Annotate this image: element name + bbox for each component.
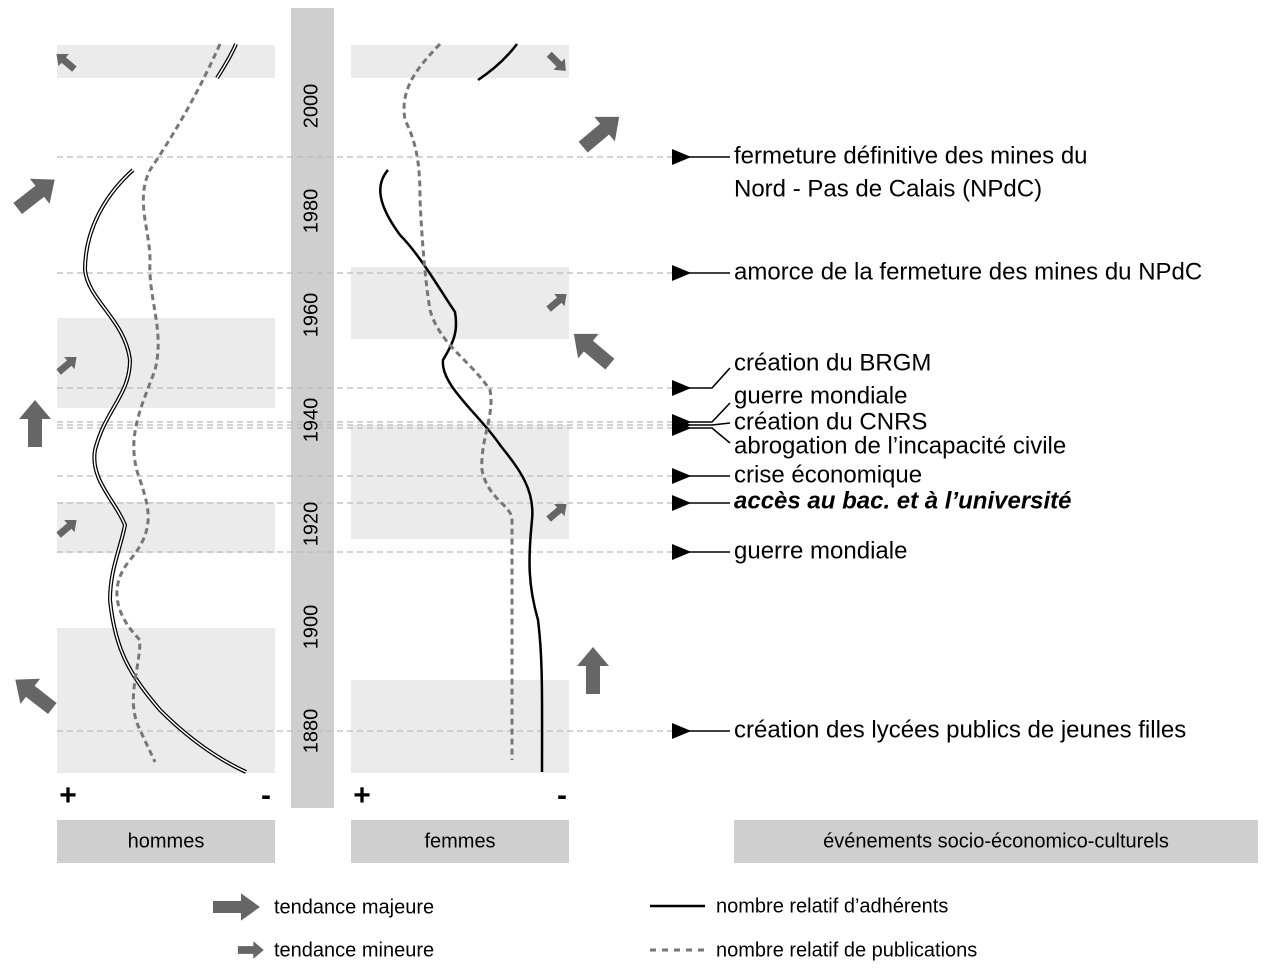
minus: - (261, 779, 271, 812)
tick: 1980 (300, 189, 322, 234)
event: création du CNRS (734, 408, 927, 435)
event: création du BRGM (734, 349, 931, 376)
event: Nord - Pas de Calais (NPdC) (734, 175, 1042, 202)
event: accès au bac. et à l’université (734, 487, 1072, 514)
legend-label: tendance mineure (274, 939, 434, 961)
legend-label: nombre relatif de publications (716, 939, 977, 961)
panel-label: hommes (128, 830, 205, 852)
event-arrows (672, 149, 731, 739)
year-axis (291, 8, 334, 808)
event: abrogation de l’incapacité civile (734, 432, 1066, 459)
plus: + (59, 779, 77, 812)
event: crise économique (734, 461, 922, 488)
event: guerre mondiale (734, 382, 907, 409)
event: fermeture définitive des mines du (734, 142, 1088, 169)
minus: - (557, 779, 567, 812)
guide-lines (57, 156, 680, 732)
event: guerre mondiale (734, 537, 907, 564)
event: amorce de la fermeture des mines du NPdC (734, 258, 1202, 285)
curves (82, 42, 544, 774)
panel-label: événements socio-économico-culturels (823, 830, 1169, 852)
tick: 1900 (300, 605, 322, 650)
events: fermeture définitive des mines du Nord -… (734, 142, 1202, 743)
legend: tendance majeure tendance mineure nombre… (213, 893, 977, 961)
panel-label: femmes (424, 830, 495, 852)
scale-signs: + - + - (59, 779, 567, 812)
year-ticks: 2000 1980 1960 1940 1920 1900 1880 (300, 84, 322, 754)
panel-labels: hommes femmes événements socio-économico… (57, 820, 1258, 863)
shaded-periods (57, 45, 569, 773)
plus: + (353, 779, 371, 812)
legend-label: nombre relatif d’adhérents (716, 895, 948, 917)
tick: 1880 (300, 709, 322, 754)
legend-label: tendance majeure (274, 896, 434, 918)
tick: 1960 (300, 293, 322, 338)
event: création des lycées publics de jeunes fi… (734, 716, 1186, 743)
tick: 2000 (300, 84, 322, 129)
tick: 1920 (300, 502, 322, 547)
tick: 1940 (300, 398, 322, 443)
